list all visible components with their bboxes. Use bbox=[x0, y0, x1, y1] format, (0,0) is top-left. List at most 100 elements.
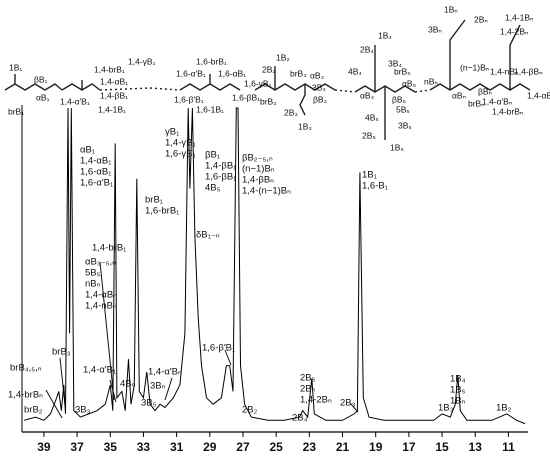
x-tick-label: 39 bbox=[37, 440, 51, 454]
peak-label: brB₃ bbox=[52, 347, 71, 358]
peak-label: 1,4-αBₙ bbox=[85, 290, 117, 301]
structure-label: αB₃ bbox=[310, 70, 324, 80]
x-tick-label: 31 bbox=[170, 440, 184, 454]
structure-label: 1,4-γB₁ bbox=[128, 56, 156, 66]
structure-label: 1,4-αB₁ bbox=[100, 76, 128, 86]
spectrum bbox=[23, 107, 526, 425]
peak-label: 2B₃ bbox=[340, 398, 356, 409]
structure-label: 5B₅ bbox=[396, 104, 410, 114]
peak-label: 1,4-γB₁ bbox=[165, 138, 196, 149]
peak-label: γB₁ bbox=[165, 127, 179, 138]
structure-label: 1Bₙ bbox=[444, 4, 458, 14]
peak-label: βB₁ bbox=[205, 150, 220, 161]
peak-label: (n−1)Bₙ bbox=[242, 164, 275, 175]
structure-label: 1,4-2Bₙ bbox=[500, 26, 529, 36]
peak-label: 1,6-B₁ bbox=[362, 181, 388, 192]
x-tick-label: 17 bbox=[402, 440, 416, 454]
peak-label: 1B₁ bbox=[362, 170, 377, 181]
peak-label: 1,6-α'B₁ bbox=[80, 178, 113, 189]
structure-label: 1B₄ bbox=[378, 30, 392, 40]
peak-label: 3Bₙ bbox=[150, 381, 166, 392]
peak-label: 1,4-2Bₙ bbox=[300, 395, 332, 406]
structure-label: 1,6-βB₁ bbox=[232, 92, 260, 102]
peak-label: brB₂ bbox=[24, 405, 43, 416]
peak-label: 1,4-βB₁ bbox=[205, 161, 236, 172]
x-tick-label: 23 bbox=[303, 440, 317, 454]
peak-label: brB₁ bbox=[145, 195, 163, 206]
peak-label: 1B₃ bbox=[438, 403, 454, 414]
structure-label: αB₅ bbox=[402, 78, 416, 88]
peak-label: 1,6-β'B₁ bbox=[202, 343, 235, 354]
structure-label: 1,4-1Bₙ bbox=[505, 12, 534, 22]
x-tick-label: 15 bbox=[435, 440, 449, 454]
structure-label: 1B₃ bbox=[298, 121, 312, 131]
x-tick-label: 29 bbox=[203, 440, 217, 454]
peak-label: 1,6-βB₁ bbox=[205, 172, 236, 183]
peak-label: 1,4-βBₙ bbox=[242, 175, 274, 186]
structure-label: βBₙ bbox=[478, 86, 493, 96]
structure-label: αBₙ bbox=[452, 90, 467, 100]
x-tick-label: 27 bbox=[236, 440, 250, 454]
peak-label: 1,6-γB₁ bbox=[165, 149, 196, 160]
structure-label: brB₃ bbox=[290, 68, 307, 78]
structure-label: 1,4-nBₙ bbox=[490, 66, 519, 76]
structure-label: 1,4-brBₙ bbox=[492, 106, 524, 116]
structure-label: 1,6-αB₁ bbox=[218, 68, 246, 78]
peak-label: 3B₃ bbox=[75, 405, 91, 416]
peak-label: 1,4-brBₙ bbox=[8, 390, 43, 401]
structure-label: 1,4-βB₁ bbox=[100, 90, 128, 100]
structure-label: 1,6-γB₁ bbox=[244, 78, 272, 88]
peak-label: δB₁₋ₙ bbox=[196, 230, 220, 241]
structure-label: βB₁ bbox=[34, 74, 48, 84]
structure-label: 4B₄ bbox=[348, 66, 362, 76]
structure-label: 1,6-1B₁ bbox=[196, 104, 224, 114]
x-tick-label: 21 bbox=[336, 440, 350, 454]
structure-label: 1B₅ bbox=[390, 142, 404, 152]
peak-label: αB₁ bbox=[80, 145, 95, 156]
x-tick-label: 33 bbox=[137, 440, 151, 454]
structure-label: 1,4-α'Bₙ bbox=[482, 96, 513, 106]
structure-label: 1,4-αBₙ bbox=[527, 90, 550, 100]
structure-label: 1B₁ bbox=[9, 62, 22, 72]
peak-label: 1Bₙ bbox=[450, 396, 466, 407]
structure-label: 2B₃ bbox=[284, 107, 298, 117]
peak-label: 1,6-brB₁ bbox=[145, 206, 179, 217]
structure-label: 2B₄ bbox=[360, 44, 374, 54]
structure-label: 1,6-β'B₁ bbox=[174, 94, 204, 104]
structure-label: 1,6-α'B₁ bbox=[176, 68, 206, 78]
structure-label: 3Bₙ bbox=[428, 24, 442, 34]
peak-label: 1B₅ bbox=[450, 385, 466, 396]
structure-label: 1B₂ bbox=[276, 52, 290, 62]
structure-label: βB₃ bbox=[313, 94, 327, 104]
structure-label: 3B₅ bbox=[398, 120, 412, 130]
x-tick-label: 13 bbox=[469, 440, 483, 454]
structure-label: αB₄ bbox=[360, 90, 375, 100]
structure-label: αB₁ bbox=[36, 92, 50, 102]
structure-label: 3B₃ bbox=[312, 82, 326, 92]
structure-label: 2Bₙ bbox=[474, 14, 488, 24]
structure-label: βB₅ bbox=[392, 94, 406, 104]
peak-label: 1,4-αB₁ bbox=[80, 156, 111, 167]
peak-label: αB₃₋₅,ₙ bbox=[85, 257, 116, 268]
peak-label: 2B₂ bbox=[242, 405, 258, 416]
x-tick-label: 25 bbox=[269, 440, 283, 454]
peak-label: 3B₅ bbox=[141, 398, 157, 409]
peak-label: βB₂₋₅,ₙ bbox=[242, 153, 273, 164]
structure-label: 1,6-brB₁ bbox=[196, 56, 227, 66]
structure-label: 4B₅ bbox=[365, 112, 379, 122]
structure-label: brB₁ bbox=[8, 106, 24, 116]
structure-label: nBₙ bbox=[424, 76, 438, 86]
structure-label: 3B₄ bbox=[388, 58, 402, 68]
peak-label: 2B₅ bbox=[300, 373, 316, 384]
x-tick-label: 11 bbox=[502, 440, 515, 454]
peak-label: nBₙ bbox=[85, 279, 101, 290]
structure-label: 1,4-brB₁ bbox=[94, 64, 125, 74]
peak-label: 2Bₙ bbox=[300, 384, 316, 395]
structure-label: (n−1)Bₙ bbox=[460, 62, 490, 72]
peak-label: 4Bₙ bbox=[120, 379, 136, 390]
peak-label: 1B₂ bbox=[496, 403, 512, 414]
structure-skeleton bbox=[4, 19, 531, 140]
peak-label: 5B₅ bbox=[85, 268, 101, 279]
structure-label: 1,4-1B₁ bbox=[98, 104, 126, 114]
